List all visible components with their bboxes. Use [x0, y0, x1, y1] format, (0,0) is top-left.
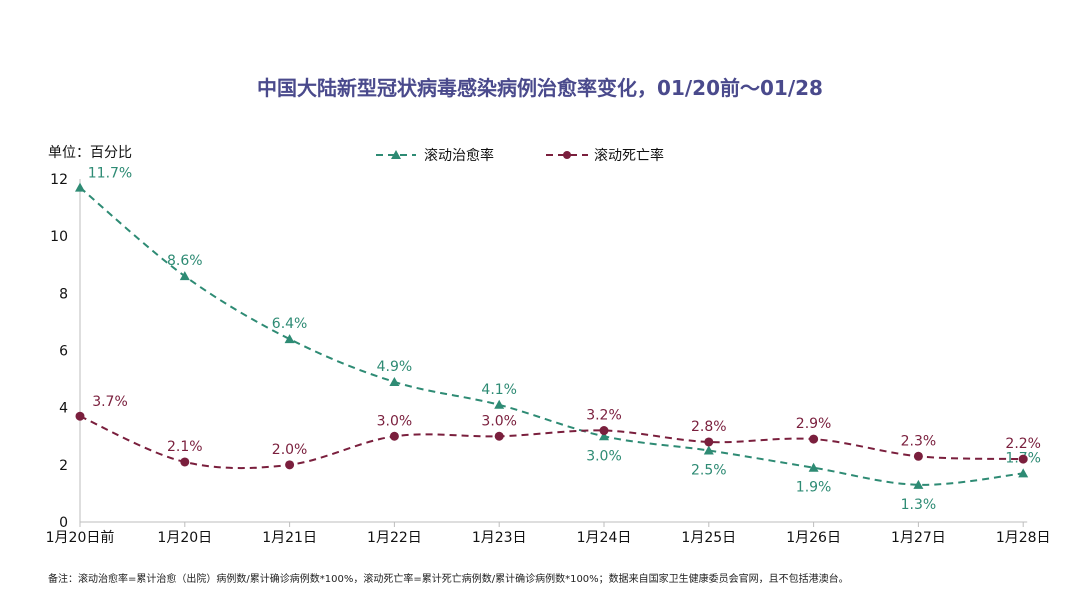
data-point — [808, 462, 819, 472]
data-point — [75, 411, 85, 421]
data-point — [809, 434, 819, 444]
series-line — [79, 186, 1024, 486]
data-label: 2.8% — [691, 419, 727, 435]
footnote: 备注：滚动治愈率=累计治愈（出院）病例数/累计确诊病例数*100%，滚动死亡率=… — [48, 572, 849, 585]
data-point — [284, 334, 295, 344]
unit-label: 单位：百分比 — [48, 145, 132, 161]
x-tick-label: 1月27日 — [891, 530, 946, 546]
x-tick-label: 1月23日 — [472, 530, 527, 546]
data-point — [494, 399, 505, 409]
y-tick-label: 4 — [59, 401, 68, 417]
data-label: 2.2% — [1005, 436, 1041, 452]
legend-cure-label: 滚动治愈率 — [424, 147, 494, 164]
data-label: 3.2% — [586, 408, 622, 424]
y-tick-label: 0 — [59, 515, 68, 531]
x-tick-label: 1月21日 — [262, 530, 317, 546]
series-death-rate: 3.7% 2.1% 2.0% 3.0% 3.0% 3.2% 2.8% 2.9% 2.3% 2.2% — [75, 394, 1041, 470]
data-point — [494, 431, 504, 441]
series-line — [79, 415, 1024, 470]
data-point — [913, 479, 924, 489]
data-label: 8.6% — [167, 253, 203, 269]
data-point — [389, 431, 399, 441]
data-point — [75, 182, 85, 192]
x-tick-label: 1月28日 — [996, 530, 1051, 546]
x-tick-label: 1月20日前 — [46, 529, 115, 546]
y-tick-label: 10 — [50, 229, 68, 245]
legend-item-death-rate: 滚动死亡率 — [546, 147, 664, 164]
x-tick-label: 1月24日 — [577, 530, 632, 546]
data-label: 3.0% — [481, 413, 517, 429]
data-label: 6.4% — [272, 316, 308, 332]
data-label: 2.9% — [796, 416, 832, 432]
x-tick-label: 1月26日 — [786, 530, 841, 546]
x-tick-label: 1月25日 — [681, 530, 736, 546]
data-point — [1018, 454, 1028, 464]
data-label: 3.0% — [377, 413, 413, 429]
axes: 0 2 4 6 8 10 12 1月20日前 1月20日 1月21日 1月22日 1月23日 1月24日… — [46, 172, 1051, 546]
data-point — [703, 445, 714, 455]
chart-title: 中国大陆新型冠状病毒感染病例治愈率变化，01/20前～01/28 — [257, 76, 823, 100]
data-point — [285, 460, 295, 470]
data-label: 2.1% — [167, 439, 203, 455]
data-point — [179, 271, 190, 281]
data-point — [704, 437, 714, 447]
y-tick-label: 2 — [59, 458, 68, 474]
legend-cure-marker — [391, 150, 401, 159]
data-label: 1.9% — [796, 480, 832, 496]
data-label: 2.3% — [901, 433, 937, 449]
legend-death-label: 滚动死亡率 — [594, 147, 664, 164]
data-label: 1.3% — [901, 497, 937, 513]
data-point — [180, 457, 190, 467]
y-tick-label: 12 — [50, 172, 68, 188]
x-tick-label: 1月22日 — [367, 530, 422, 546]
data-label: 11.7% — [88, 166, 132, 182]
data-label: 2.5% — [691, 463, 727, 479]
data-point — [913, 451, 923, 461]
x-tick-label: 1月20日 — [157, 530, 212, 546]
legend: 滚动治愈率 滚动死亡率 — [376, 147, 664, 164]
data-point — [599, 426, 609, 436]
data-point — [389, 376, 400, 386]
legend-item-cure-rate: 滚动治愈率 — [376, 147, 494, 164]
y-tick-label: 6 — [59, 344, 68, 360]
data-point — [1018, 468, 1029, 478]
data-label: 4.1% — [481, 382, 517, 398]
data-label: 3.7% — [92, 394, 128, 410]
y-tick-label: 8 — [59, 286, 68, 302]
plot-area: 11.7%8.6%6.4%4.9%4.1%3.0%2.5%1.9%1.3%1.7… — [75, 166, 1041, 513]
data-label: 2.0% — [272, 442, 308, 458]
legend-death-marker — [563, 151, 571, 159]
series-cure-rate: 11.7%8.6%6.4%4.9%4.1%3.0%2.5%1.9%1.3%1.7… — [75, 166, 1041, 513]
data-label: 3.0% — [586, 448, 622, 464]
data-point — [599, 431, 609, 441]
data-label: 4.9% — [377, 359, 413, 375]
